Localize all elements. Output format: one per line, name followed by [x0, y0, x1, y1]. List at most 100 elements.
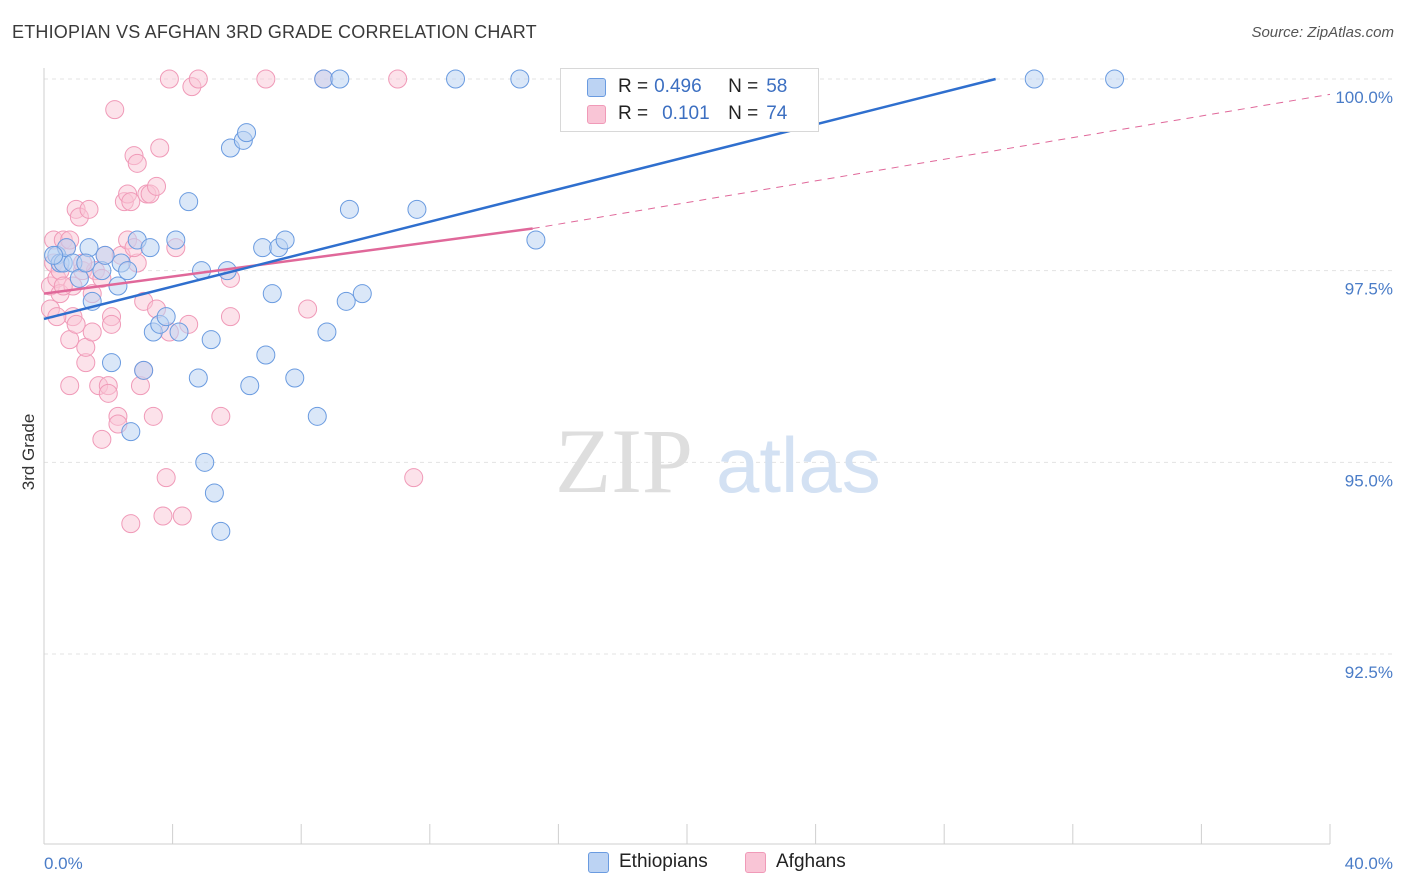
legend-n-value: 58	[766, 76, 788, 97]
tick-labels: 92.5% 95.0% 97.5% 100.0% 0.0% 40.0%	[44, 88, 1393, 873]
afghans-point	[147, 176, 167, 196]
watermark-zip: ZIP	[555, 410, 693, 512]
afghans-point	[211, 406, 231, 426]
ethiopians-point	[166, 230, 186, 250]
ethiopians-legend-swatch	[588, 851, 609, 873]
ethiopians-point	[262, 284, 282, 304]
ethiopians-point	[102, 353, 122, 373]
watermark-atlas: atlas	[716, 421, 881, 509]
y-tick-label: 92.5%	[1345, 663, 1393, 682]
afghans-point	[98, 383, 118, 403]
legend-item-afghans[interactable]: Afghans	[745, 851, 846, 873]
ethiopians-point	[285, 368, 305, 388]
afghans-point	[172, 506, 192, 526]
ethiopians-point	[240, 376, 260, 396]
afghans-point	[404, 468, 424, 488]
afghans-point	[130, 376, 150, 396]
ethiopians-point	[336, 291, 356, 311]
ethiopians-point	[330, 69, 350, 89]
legend-r-label: R =	[618, 103, 649, 124]
ethiopians-point	[204, 483, 224, 503]
legend-row-afghans: R = 0.101 N = 74	[587, 102, 832, 126]
ethiopians-point	[121, 422, 141, 442]
grid-lines	[44, 78, 1392, 655]
ethiopians-point	[195, 452, 215, 472]
ethiopians-point	[156, 307, 176, 327]
afghans-point	[102, 314, 122, 334]
afghans-point	[188, 69, 208, 89]
series-legend: Ethiopians Afghans	[0, 851, 1406, 877]
afghans-point	[105, 100, 125, 120]
trend-lines	[43, 77, 1331, 321]
afghans-point	[388, 69, 408, 89]
afghans-point	[82, 322, 102, 342]
ethiopians-point	[44, 245, 64, 265]
ethiopians-point	[179, 192, 199, 212]
ethiopians-swatch	[587, 77, 606, 97]
ethiopians-point	[256, 345, 276, 365]
legend-r-label: R =	[618, 76, 649, 97]
ethiopians-point	[140, 238, 160, 258]
afghans-point	[60, 376, 80, 396]
y-tick-label: 95.0%	[1345, 471, 1393, 490]
ethiopians-point	[92, 261, 112, 281]
ethiopians-point	[237, 123, 257, 143]
ethiopians-point	[307, 406, 327, 426]
y-axis-title: 3rd Grade	[19, 414, 38, 491]
afghans-point	[156, 468, 176, 488]
legend-n-label: N =	[728, 76, 759, 97]
afghans-point	[121, 514, 141, 534]
afghans-point	[127, 153, 147, 173]
ethiopians-point	[79, 238, 99, 258]
afghans-point	[256, 69, 276, 89]
y-tick-label: 97.5%	[1345, 280, 1393, 299]
afghans-point	[92, 429, 112, 449]
ethiopians-point	[134, 360, 154, 380]
ethiopians-point	[510, 69, 530, 89]
afghans-trend-line	[43, 227, 533, 295]
source-label: Source: ZipAtlas.com	[1251, 24, 1394, 41]
legend-r-value: 0.496	[654, 76, 702, 97]
legend-r-value: 0.101	[662, 103, 710, 124]
afghans-point	[220, 307, 240, 327]
ethiopians-point	[317, 322, 337, 342]
ethiopians-point	[201, 330, 221, 350]
ethiopians-point	[188, 368, 208, 388]
stats-legend: R = 0.496 N = 58 R = 0.101 N = 74	[560, 68, 819, 132]
legend-row-ethiopians: R = 0.496 N = 58	[587, 75, 832, 99]
ethiopians-point	[118, 261, 138, 281]
legend-n-label: N =	[728, 103, 759, 124]
ethiopians-point	[339, 199, 359, 219]
ethiopians-point	[95, 245, 115, 265]
ethiopians-points	[44, 69, 1125, 541]
ethiopians-point	[169, 322, 189, 342]
x-tick-label: 0.0%	[44, 854, 83, 873]
afghans-point	[150, 138, 170, 158]
ethiopians-point	[1105, 69, 1125, 89]
afghans-point	[298, 299, 318, 319]
watermark: ZIP atlas	[555, 410, 881, 512]
afghans-trend-extension	[532, 93, 1331, 229]
afghans-legend-swatch	[745, 851, 766, 873]
afghans-swatch	[587, 104, 606, 124]
ethiopians-point	[526, 230, 546, 250]
ethiopians-point	[275, 230, 295, 250]
legend-n-value: 74	[766, 103, 788, 124]
afghans-point	[143, 406, 163, 426]
afghans-point	[121, 192, 141, 212]
ethiopians-point	[76, 253, 96, 273]
ethiopians-point	[446, 69, 466, 89]
y-tick-label: 100.0%	[1335, 88, 1393, 107]
ethiopians-point	[253, 238, 273, 258]
legend-item-ethiopians[interactable]: Ethiopians	[588, 851, 708, 873]
ethiopians-point	[1024, 69, 1044, 89]
ethiopians-trend-line	[43, 77, 996, 321]
afghans-point	[159, 69, 179, 89]
afghans-point	[79, 199, 99, 219]
x-tick-label: 40.0%	[1345, 854, 1393, 873]
ethiopians-point	[352, 284, 372, 304]
ethiopians-point	[211, 521, 231, 541]
chart-title: ETHIOPIAN VS AFGHAN 3RD GRADE CORRELATIO…	[12, 22, 537, 42]
ethiopians-legend-label: Ethiopians	[619, 851, 708, 872]
